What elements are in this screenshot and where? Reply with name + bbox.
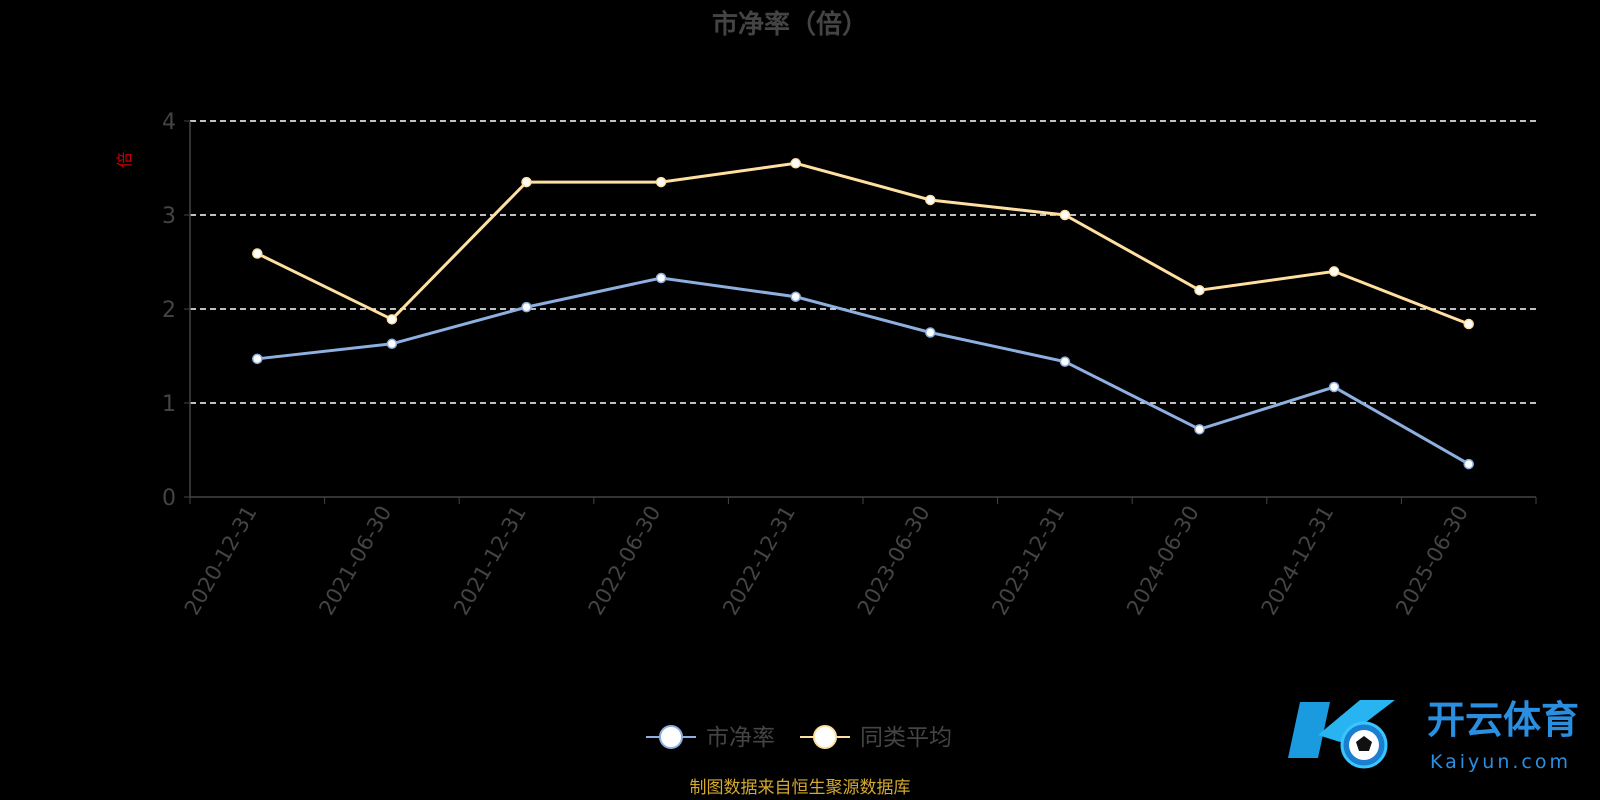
data-point [1463,318,1474,330]
x-tick-label: 2021-06-30 [314,502,396,620]
series-line [257,276,1470,466]
x-tick-label: 2022-06-30 [584,502,666,620]
data-point [925,327,936,338]
x-tick-label: 2024-12-31 [1257,502,1339,620]
data-point [521,176,532,188]
watermark-logo: 开云体育 Kaiyun.com [1288,698,1579,773]
series-line [256,161,1470,326]
series-0 [252,272,1474,470]
x-tick-label: 2023-06-30 [853,502,935,620]
watermark-brand-cn: 开云体育 [1427,698,1579,742]
data-point [1328,381,1340,393]
y-tick-label: 3 [162,204,176,229]
y-tick-label: 4 [162,110,176,135]
y-tick-label: 2 [162,298,176,323]
data-point [252,353,263,365]
data-point [1328,266,1340,277]
y-tick-labels: 0 1 2 3 4 [162,110,176,511]
legend-item-1[interactable]: 同类平均 [800,725,952,751]
data-point [521,301,532,313]
data-point [386,314,398,325]
x-tick-label: 2024-06-30 [1122,502,1204,620]
data-point [252,248,263,259]
x-tick-label: 2022-12-31 [718,502,800,620]
y-tick-label: 1 [162,392,176,417]
series-1 [252,158,1474,330]
y-axis-label: 倍 [115,152,134,168]
series-lines [252,158,1474,470]
data-point [1059,356,1071,367]
data-point [1463,458,1474,470]
legend-marker [659,725,683,749]
data-point [1059,209,1071,221]
watermark-brand-en: Kaiyun.com [1430,751,1571,773]
data-point [386,338,398,350]
logo-k-icon [1288,700,1395,769]
legend-item-0[interactable]: 市净率 [646,725,775,751]
x-tick-label: 2020-12-31 [180,502,262,620]
x-tick-labels: 2020-12-31 2021-06-30 2021-12-31 2022-06-30… [180,502,1473,620]
legend-label: 市净率 [706,725,775,751]
source-note: 制图数据来自恒生聚源数据库 [690,778,911,798]
x-tick-label: 2021-12-31 [449,502,531,620]
data-point [790,291,801,303]
y-tick-label: 0 [162,486,176,511]
grid-lines [190,120,1536,404]
x-tick-label: 2025-06-30 [1391,502,1473,620]
legend[interactable]: 市净率 同类平均 [646,725,952,751]
data-point [655,176,667,188]
axes [184,120,1537,504]
data-point [655,272,667,284]
data-point [925,194,936,206]
legend-label: 同类平均 [860,725,952,751]
data-point [1194,284,1205,296]
data-point [1194,424,1205,435]
x-tick-label: 2023-12-31 [987,502,1069,620]
chart-title: 市净率（倍） [712,9,868,40]
data-point [790,158,801,169]
legend-marker [813,725,837,749]
